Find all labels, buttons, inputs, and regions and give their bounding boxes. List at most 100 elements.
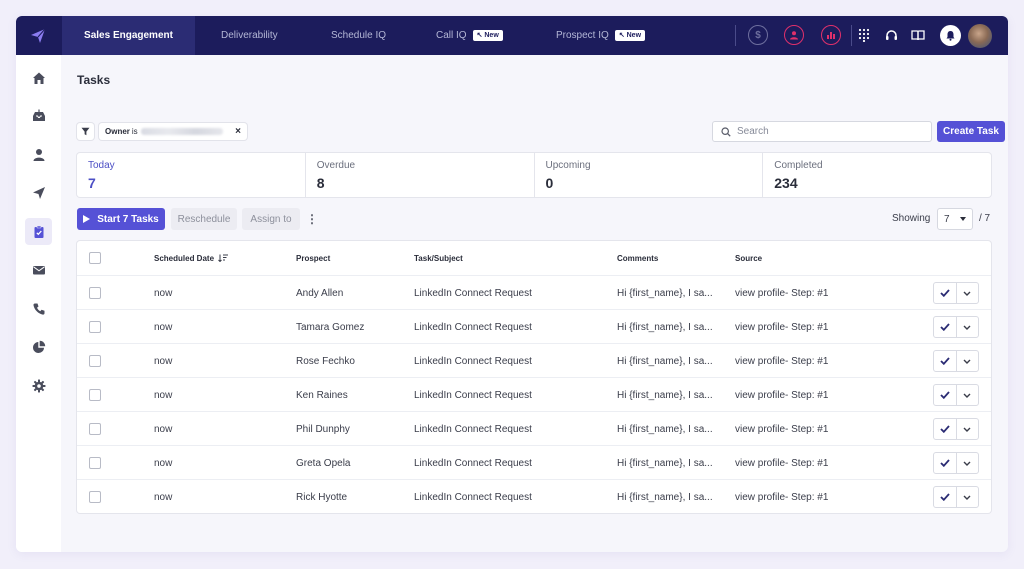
search-box[interactable] xyxy=(712,121,932,142)
chart-icon[interactable] xyxy=(821,25,841,45)
avatar[interactable] xyxy=(968,24,992,48)
tab-label: Sales Engagement xyxy=(84,30,173,41)
sidebar-item-calls[interactable] xyxy=(25,295,52,322)
cell-comments: Hi {first_name}, I sa... xyxy=(617,321,713,333)
send-icon xyxy=(32,186,45,199)
row-checkbox[interactable] xyxy=(89,355,101,367)
stat-overdue[interactable]: Overdue 8 xyxy=(306,153,535,197)
complete-task-button[interactable] xyxy=(934,351,957,371)
row-options-dropdown[interactable] xyxy=(957,487,979,507)
create-task-button[interactable]: Create Task xyxy=(937,121,1005,142)
table-row[interactable]: now Rose Fechko LinkedIn Connect Request… xyxy=(77,343,991,377)
row-action-group xyxy=(933,418,979,440)
bell-icon[interactable] xyxy=(940,25,961,46)
tab-prospect-iq[interactable]: Prospect IQ ↖ New xyxy=(556,16,646,55)
row-checkbox[interactable] xyxy=(89,389,101,401)
complete-task-button[interactable] xyxy=(934,385,957,405)
assign-to-button[interactable]: Assign to xyxy=(242,208,300,230)
cell-task-subject: LinkedIn Connect Request xyxy=(414,355,532,367)
cell-prospect[interactable]: Greta Opela xyxy=(296,457,351,469)
chevron-down-icon xyxy=(963,325,971,330)
paper-plane-logo-icon[interactable] xyxy=(16,16,60,55)
stat-value: 7 xyxy=(88,175,96,191)
row-options-dropdown[interactable] xyxy=(957,419,979,439)
row-checkbox[interactable] xyxy=(89,321,101,333)
sidebar-item-home[interactable] xyxy=(25,64,52,91)
cell-prospect[interactable]: Rick Hyotte xyxy=(296,491,348,503)
column-header-scheduled-date[interactable]: Scheduled Date xyxy=(154,241,229,275)
table-row[interactable]: now Andy Allen LinkedIn Connect Request … xyxy=(77,275,991,309)
redacted-email xyxy=(140,128,223,135)
new-badge: ↖ New xyxy=(472,30,503,41)
reschedule-button[interactable]: Reschedule xyxy=(171,208,237,230)
cell-task-subject: LinkedIn Connect Request xyxy=(414,423,532,435)
row-options-dropdown[interactable] xyxy=(957,385,979,405)
row-options-dropdown[interactable] xyxy=(957,283,979,303)
cell-task-subject: LinkedIn Connect Request xyxy=(414,321,532,333)
row-options-dropdown[interactable] xyxy=(957,351,979,371)
sidebar-item-inbox[interactable] xyxy=(25,102,52,129)
complete-task-button[interactable] xyxy=(934,419,957,439)
tab-schedule-iq[interactable]: Schedule IQ xyxy=(331,16,386,55)
chevron-down-icon xyxy=(963,427,971,432)
tab-deliverability[interactable]: Deliverability xyxy=(221,16,278,55)
table-row[interactable]: now Phil Dunphy LinkedIn Connect Request… xyxy=(77,411,991,445)
cell-scheduled-date: now xyxy=(154,457,173,469)
checkmark-icon xyxy=(940,391,950,399)
complete-task-button[interactable] xyxy=(934,453,957,473)
dialpad-icon[interactable] xyxy=(856,27,872,43)
user-circle-icon[interactable] xyxy=(784,25,804,45)
table-row[interactable]: now Ken Raines LinkedIn Connect Request … xyxy=(77,377,991,411)
cell-prospect[interactable]: Ken Raines xyxy=(296,389,348,401)
sort-icon[interactable] xyxy=(218,254,229,262)
tab-call-iq[interactable]: Call IQ ↖ New xyxy=(436,16,503,55)
page-size-select[interactable]: 7 xyxy=(937,208,973,230)
close-icon[interactable]: × xyxy=(235,126,241,137)
row-checkbox[interactable] xyxy=(89,491,101,503)
stat-completed[interactable]: Completed 234 xyxy=(763,153,991,197)
table-row[interactable]: now Tamara Gomez LinkedIn Connect Reques… xyxy=(77,309,991,343)
stat-value: 234 xyxy=(774,175,798,191)
dollar-icon[interactable]: $ xyxy=(748,25,768,45)
row-options-dropdown[interactable] xyxy=(957,453,979,473)
column-header-source: Source xyxy=(735,253,763,263)
owner-filter-chip[interactable]: Owner is × xyxy=(99,123,247,140)
complete-task-button[interactable] xyxy=(934,487,957,507)
row-options-dropdown[interactable] xyxy=(957,317,979,337)
sidebar-item-contacts[interactable] xyxy=(25,141,52,168)
headset-icon[interactable] xyxy=(883,27,899,43)
table-row[interactable]: now Greta Opela LinkedIn Connect Request… xyxy=(77,445,991,479)
book-icon[interactable] xyxy=(910,27,926,43)
start-tasks-button[interactable]: Start 7 Tasks xyxy=(77,208,165,230)
row-checkbox[interactable] xyxy=(89,457,101,469)
home-icon xyxy=(32,72,45,84)
cell-source: view profile- Step: #1 xyxy=(735,491,829,503)
complete-task-button[interactable] xyxy=(934,317,957,337)
tab-label: Schedule IQ xyxy=(331,30,387,41)
chevron-down-icon xyxy=(963,393,971,398)
table-row[interactable]: now Rick Hyotte LinkedIn Connect Request… xyxy=(77,479,991,513)
cell-source: view profile- Step: #1 xyxy=(735,287,829,299)
search-input[interactable] xyxy=(737,126,917,137)
sidebar-item-mail[interactable] xyxy=(25,256,52,283)
more-options-icon[interactable]: ⋮ xyxy=(306,212,318,226)
complete-task-button[interactable] xyxy=(934,283,957,303)
sidebar-item-reports[interactable] xyxy=(25,333,52,360)
filter-button[interactable] xyxy=(77,123,94,140)
cell-prospect[interactable]: Tamara Gomez xyxy=(296,321,365,333)
row-checkbox[interactable] xyxy=(89,423,101,435)
stat-today[interactable]: Today 7 xyxy=(77,153,306,197)
select-all-checkbox[interactable] xyxy=(89,252,101,264)
row-action-group xyxy=(933,282,979,304)
row-checkbox[interactable] xyxy=(89,287,101,299)
cell-prospect[interactable]: Phil Dunphy xyxy=(296,423,350,435)
sidebar-item-tasks[interactable] xyxy=(25,218,52,245)
tab-sales-engagement[interactable]: Sales Engagement xyxy=(62,16,195,55)
sidebar-item-sequences[interactable] xyxy=(25,179,52,206)
cell-prospect[interactable]: Andy Allen xyxy=(296,287,344,299)
start-tasks-label: Start 7 Tasks xyxy=(97,213,159,225)
cell-prospect[interactable]: Rose Fechko xyxy=(296,355,355,367)
sidebar-item-settings[interactable] xyxy=(25,372,52,399)
checkmark-icon xyxy=(940,425,950,433)
stat-upcoming[interactable]: Upcoming 0 xyxy=(535,153,764,197)
